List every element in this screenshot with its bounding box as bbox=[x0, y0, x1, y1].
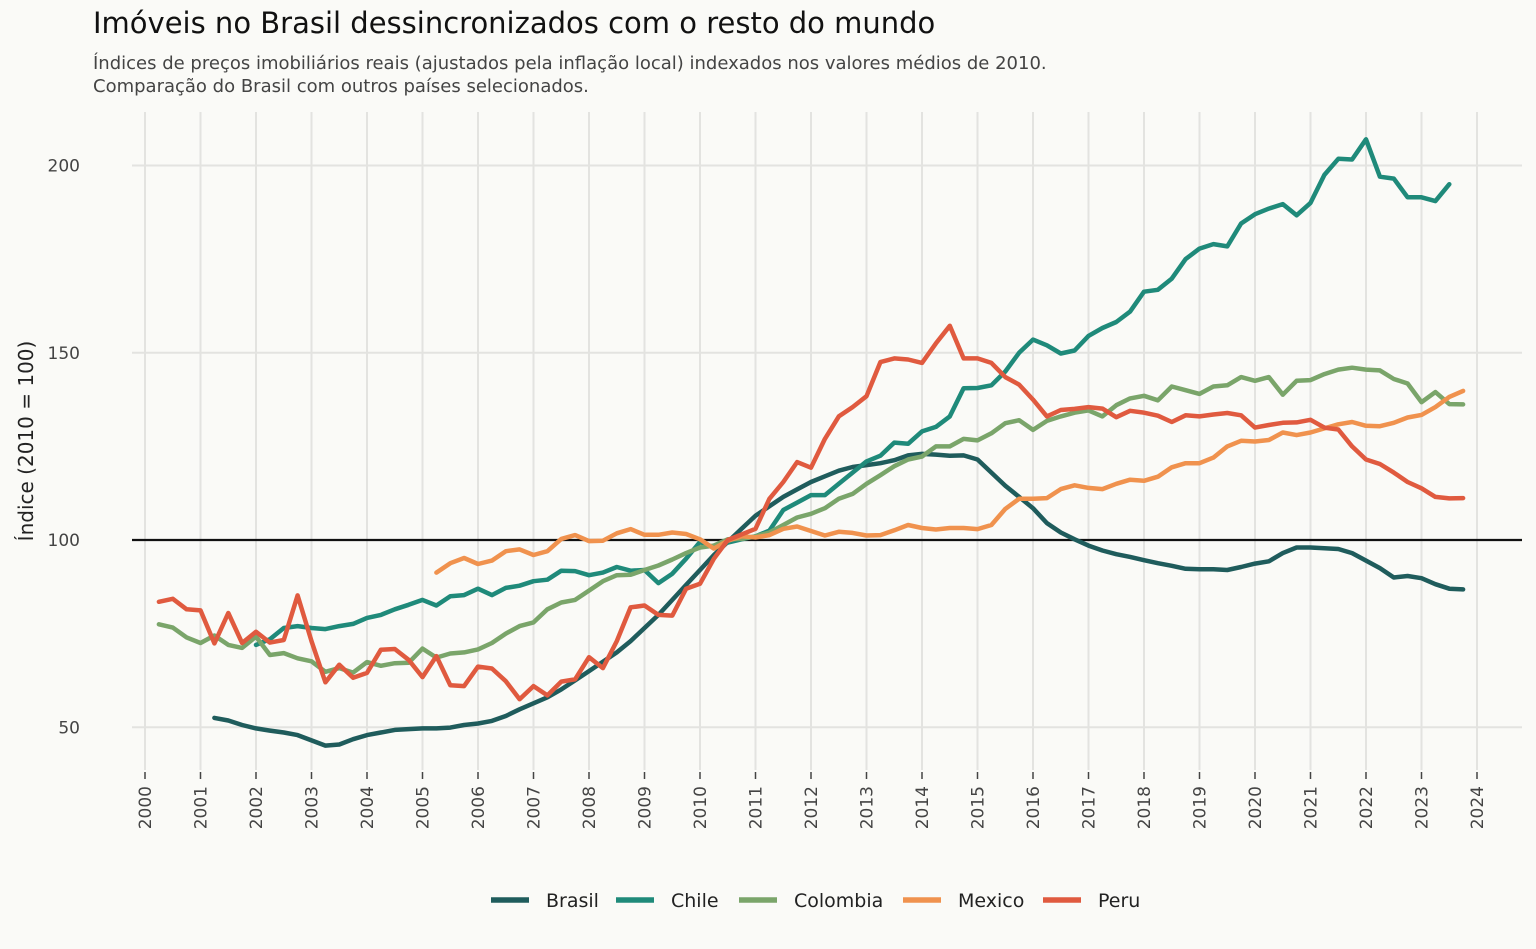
x-tick-label: 2002 bbox=[247, 786, 267, 829]
series-line-brasil bbox=[212, 451, 1466, 748]
legend-label-mexico: Mexico bbox=[958, 890, 1024, 912]
y-axis-title: Índice (2010 = 100) bbox=[14, 341, 38, 542]
x-axis-ticks: 2000 2001 2002 2003 2004 2005 2006 2007 2008 2009… bbox=[136, 772, 1488, 829]
x-tick-label: 2008 bbox=[580, 786, 600, 829]
series-line-peru bbox=[156, 323, 1466, 702]
y-tick-label: 50 bbox=[58, 718, 80, 738]
series-lines bbox=[156, 137, 1466, 748]
chart-subtitle: Índices de preços imobiliários reais (aj… bbox=[93, 52, 1047, 98]
y-axis-ticks: 50 100 150 200 bbox=[48, 157, 80, 739]
x-tick-label: 2014 bbox=[913, 786, 933, 829]
x-tick-label: 2009 bbox=[636, 786, 656, 829]
series-line-mexico bbox=[434, 388, 1466, 575]
x-tick-label: 2000 bbox=[136, 786, 156, 829]
x-tick-label: 2019 bbox=[1191, 786, 1211, 829]
x-tick-label: 2020 bbox=[1246, 786, 1266, 829]
series-line-chile bbox=[253, 137, 1452, 648]
chart-title: Imóveis no Brasil dessincronizados com o… bbox=[93, 6, 936, 40]
x-tick-label: 2016 bbox=[1024, 786, 1044, 829]
x-tick-label: 2004 bbox=[358, 786, 378, 829]
x-tick-label: 2022 bbox=[1357, 786, 1377, 829]
series-line-colombia bbox=[156, 365, 1466, 675]
legend-label-chile: Chile bbox=[671, 890, 719, 912]
legend: Brasil Chile Colombia Mexico Peru bbox=[491, 890, 1140, 912]
x-tick-label: 2003 bbox=[303, 786, 323, 829]
subtitle-line-2: Comparação do Brasil com outros países s… bbox=[93, 76, 589, 97]
x-tick-label: 2024 bbox=[1468, 786, 1488, 829]
subtitle-line-1: Índices de preços imobiliários reais (aj… bbox=[93, 53, 1047, 74]
x-tick-label: 2001 bbox=[192, 786, 212, 829]
grid-lines bbox=[132, 112, 1522, 770]
x-tick-label: 2010 bbox=[691, 786, 711, 829]
y-tick-label: 200 bbox=[48, 157, 80, 177]
legend-label-colombia: Colombia bbox=[794, 890, 883, 912]
legend-label-peru: Peru bbox=[1098, 890, 1140, 912]
x-tick-label: 2011 bbox=[747, 786, 767, 829]
x-tick-label: 2013 bbox=[858, 786, 878, 829]
x-tick-label: 2006 bbox=[469, 786, 489, 829]
y-tick-label: 150 bbox=[48, 344, 80, 364]
x-tick-label: 2012 bbox=[802, 786, 822, 829]
y-tick-label: 100 bbox=[48, 531, 80, 551]
x-tick-label: 2015 bbox=[969, 786, 989, 829]
x-tick-label: 2018 bbox=[1135, 786, 1155, 829]
x-tick-label: 2017 bbox=[1080, 786, 1100, 829]
x-tick-label: 2005 bbox=[414, 786, 434, 829]
x-tick-label: 2021 bbox=[1302, 786, 1322, 829]
x-tick-label: 2007 bbox=[525, 786, 545, 829]
x-tick-label: 2023 bbox=[1413, 786, 1433, 829]
legend-label-brasil: Brasil bbox=[546, 890, 599, 912]
